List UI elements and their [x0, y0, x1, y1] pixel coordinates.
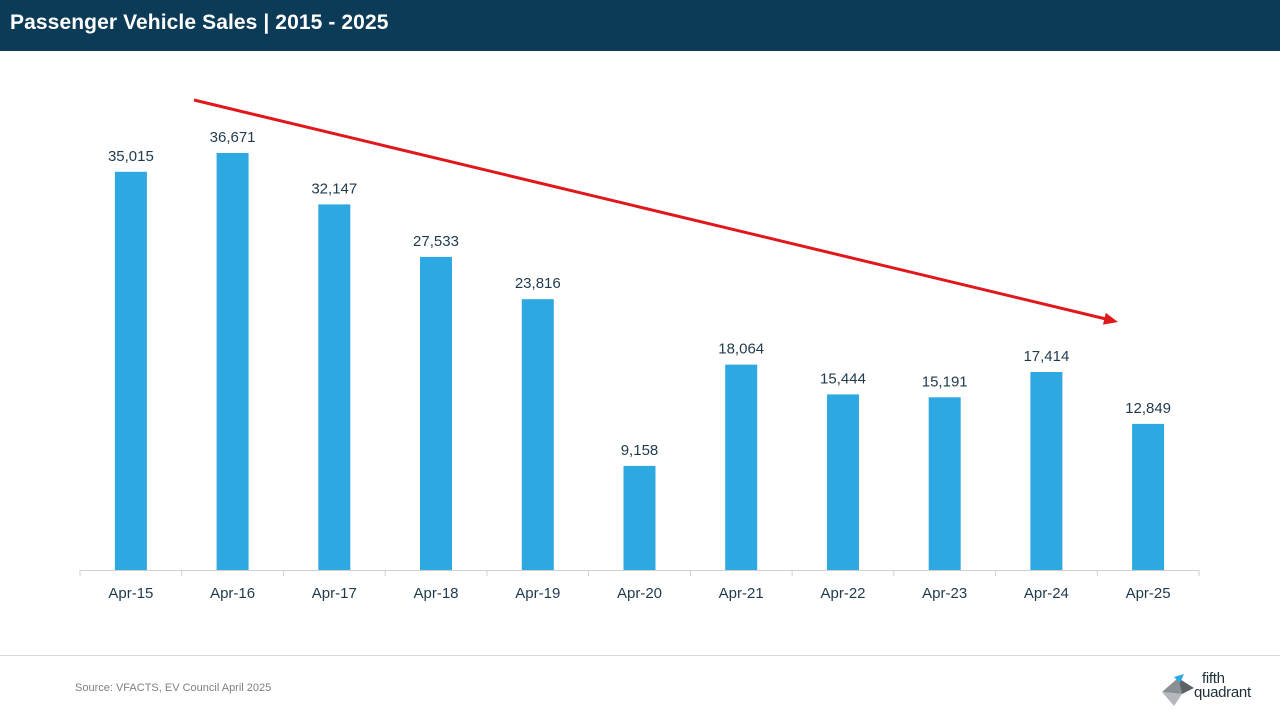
bar: [827, 394, 859, 570]
bar: [1030, 372, 1063, 570]
source-note: Source: VFACTS, EV Council April 2025: [75, 682, 272, 694]
footer-divider: [0, 655, 1280, 656]
x-tick-label: Apr-22: [820, 585, 865, 602]
bar-value-label: 23,816: [515, 275, 561, 292]
bar: [623, 465, 656, 570]
x-tick-label: Apr-20: [617, 585, 662, 602]
bar-value-label: 27,533: [413, 233, 459, 250]
bar: [521, 299, 554, 570]
x-tick-label: Apr-24: [1024, 585, 1069, 602]
logo-word-2: quadrant: [1194, 684, 1251, 701]
trend-arrow: [193, 98, 1118, 325]
bar: [114, 171, 147, 571]
bar-value-label: 32,147: [311, 180, 357, 197]
x-tick-label: Apr-16: [210, 585, 255, 602]
x-tick-label: Apr-15: [108, 585, 153, 602]
trend-arrowhead: [1103, 312, 1118, 325]
bar-value-label: 35,015: [108, 148, 154, 165]
bar: [318, 204, 351, 570]
x-tick-label: Apr-17: [312, 585, 357, 602]
bar-value-label: 17,414: [1023, 348, 1069, 365]
value-labels-group: 35,015 36,671 32,147 27,533 23,816 9,158 18,06…: [108, 129, 1171, 459]
trend-line: [193, 98, 1107, 321]
bar-value-label: 18,064: [718, 341, 764, 358]
bar-value-label: 15,191: [922, 373, 968, 390]
company-logo: fifth quadrant: [1160, 670, 1270, 712]
logo-wordmark: fifth quadrant: [1194, 670, 1251, 701]
x-tick-label: Apr-21: [719, 585, 764, 602]
bar: [1132, 423, 1165, 570]
logo-word-1: fifth: [1202, 670, 1225, 687]
bar-value-label: 15,444: [820, 370, 866, 387]
bar-value-label: 12,849: [1125, 400, 1171, 417]
page-title: Passenger Vehicle Sales | 2015 - 2025: [10, 11, 389, 34]
bar: [725, 364, 758, 570]
bar: [928, 397, 961, 570]
x-tick-label: Apr-19: [515, 585, 560, 602]
bar-value-label: 36,671: [210, 129, 256, 146]
header-bar: Passenger Vehicle Sales | 2015 - 2025: [0, 0, 1280, 51]
logo-mark-icon: [1162, 674, 1194, 706]
x-tick-label: Apr-18: [413, 585, 458, 602]
bar: [420, 256, 452, 570]
bar-value-label: 9,158: [621, 442, 659, 459]
x-tick-label: Apr-25: [1126, 585, 1171, 602]
x-tick-label: Apr-23: [922, 585, 967, 602]
bars-group: [114, 153, 1165, 571]
bar-chart: 35,015 36,671 32,147 27,533 23,816 9,158 18,06…: [79, 98, 1200, 602]
bar: [216, 153, 249, 570]
x-axis: Apr-15 Apr-16 Apr-17 Apr-18 Apr-19 Apr-20 Apr-…: [79, 570, 1200, 602]
